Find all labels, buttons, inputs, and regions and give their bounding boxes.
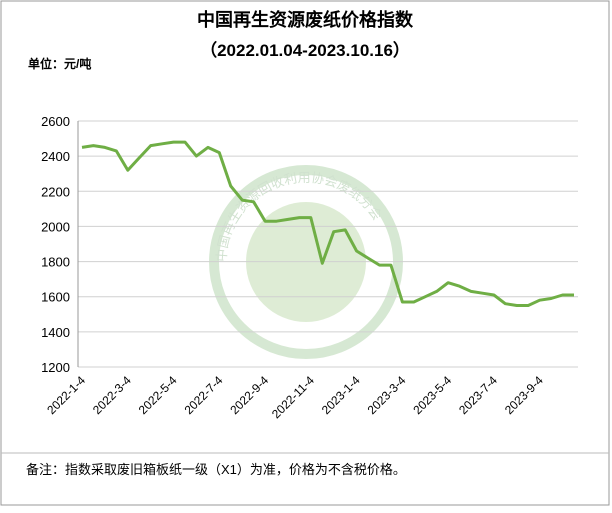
chart-title: 中国再生资源废纸价格指数: [197, 9, 414, 30]
y-tick-label: 1400: [41, 325, 70, 340]
y-tick-label: 1200: [41, 360, 70, 375]
y-tick-label: 2200: [41, 184, 70, 199]
y-tick-label: 1600: [41, 290, 70, 305]
y-tick-label: 2400: [41, 149, 70, 164]
y-tick-label: 2600: [41, 114, 70, 129]
note: 备注：指数采取废旧箱板纸一级（X1）为准，价格为不含税价格。: [26, 462, 406, 477]
y-tick-label: 2000: [41, 219, 70, 234]
y-tick-label: 1800: [41, 255, 70, 270]
y-unit: 单位：元/吨: [28, 56, 91, 71]
chart-subtitle: （2022.01.04-2023.10.16）: [200, 40, 410, 60]
series-line: [81, 140, 574, 307]
